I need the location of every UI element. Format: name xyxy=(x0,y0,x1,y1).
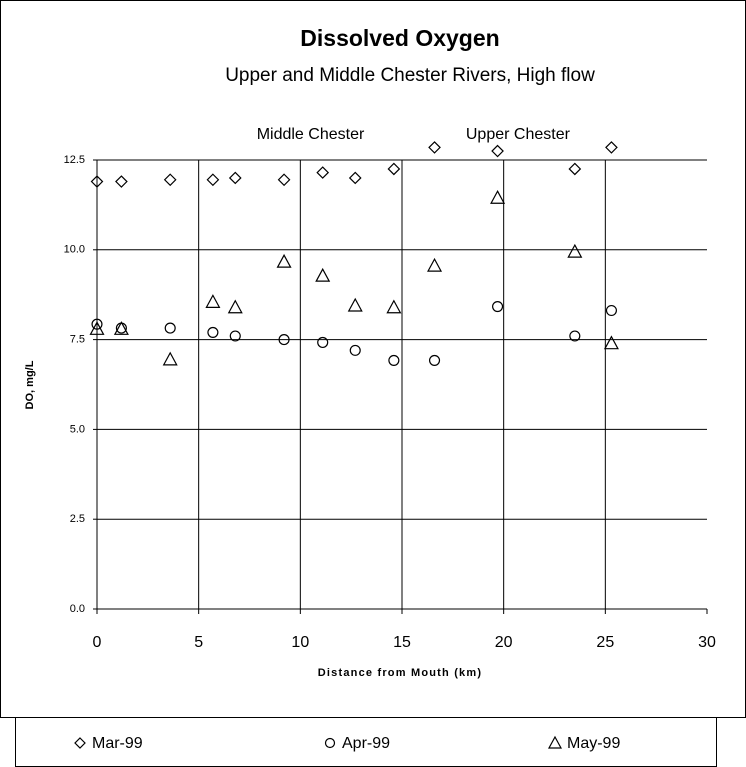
chart-subtitle: Upper and Middle Chester Rivers, High fl… xyxy=(225,65,595,86)
x-tick-label: 10 xyxy=(291,634,309,651)
marker xyxy=(492,301,504,313)
legend-label: Apr-99 xyxy=(342,735,390,752)
marker xyxy=(388,354,400,366)
marker xyxy=(205,294,221,308)
legend-marker xyxy=(74,737,86,749)
x-tick-label: 5 xyxy=(194,634,203,651)
marker xyxy=(115,175,128,188)
marker xyxy=(278,334,290,346)
marker xyxy=(387,162,401,176)
marker xyxy=(317,336,329,349)
marker xyxy=(89,321,105,335)
x-tick-label: 30 xyxy=(698,634,716,651)
marker xyxy=(348,171,362,185)
x-tick-label: 20 xyxy=(495,634,513,651)
marker xyxy=(228,171,242,185)
legend-label: May-99 xyxy=(567,735,620,752)
marker xyxy=(163,173,177,187)
marker xyxy=(349,344,361,356)
x-axis-label: Distance from Mouth (km) xyxy=(318,667,482,679)
y-tick-label: 12.5 xyxy=(64,154,85,166)
chart-title: Dissolved Oxygen xyxy=(300,25,499,51)
marker xyxy=(567,243,583,258)
marker xyxy=(428,354,441,366)
annotation: Upper Chester xyxy=(466,126,571,143)
marker xyxy=(347,297,363,312)
x-tick-label: 25 xyxy=(596,634,614,651)
marker xyxy=(569,330,581,342)
chart-border xyxy=(0,0,746,718)
marker xyxy=(605,304,617,317)
y-tick-label: 10.0 xyxy=(64,244,85,256)
marker xyxy=(315,267,331,282)
legend-label: Mar-99 xyxy=(92,735,143,752)
marker xyxy=(277,173,291,187)
marker xyxy=(603,335,619,350)
legend-marker xyxy=(547,735,563,749)
marker xyxy=(428,141,441,154)
marker xyxy=(316,166,330,179)
annotation: Middle Chester xyxy=(257,126,365,143)
x-tick-label: 15 xyxy=(393,634,411,651)
marker xyxy=(427,257,443,272)
marker xyxy=(276,253,292,268)
marker xyxy=(568,162,582,176)
y-tick-label: 0.0 xyxy=(70,603,85,615)
marker xyxy=(162,351,178,366)
y-tick-label: 5.0 xyxy=(70,423,85,435)
marker xyxy=(490,189,506,204)
marker xyxy=(206,173,220,187)
marker xyxy=(113,321,129,335)
marker xyxy=(491,144,504,158)
y-tick-label: 7.5 xyxy=(70,334,85,346)
marker xyxy=(90,175,104,188)
x-tick-label: 0 xyxy=(93,634,102,651)
marker xyxy=(91,318,103,330)
marker xyxy=(164,322,176,334)
marker xyxy=(227,299,243,314)
marker xyxy=(386,299,402,314)
marker xyxy=(207,326,219,338)
y-axis-label: DO, mg/L xyxy=(24,360,36,409)
marker xyxy=(605,141,618,154)
legend-marker xyxy=(324,737,336,749)
marker xyxy=(229,330,241,342)
y-tick-label: 2.5 xyxy=(70,513,85,525)
